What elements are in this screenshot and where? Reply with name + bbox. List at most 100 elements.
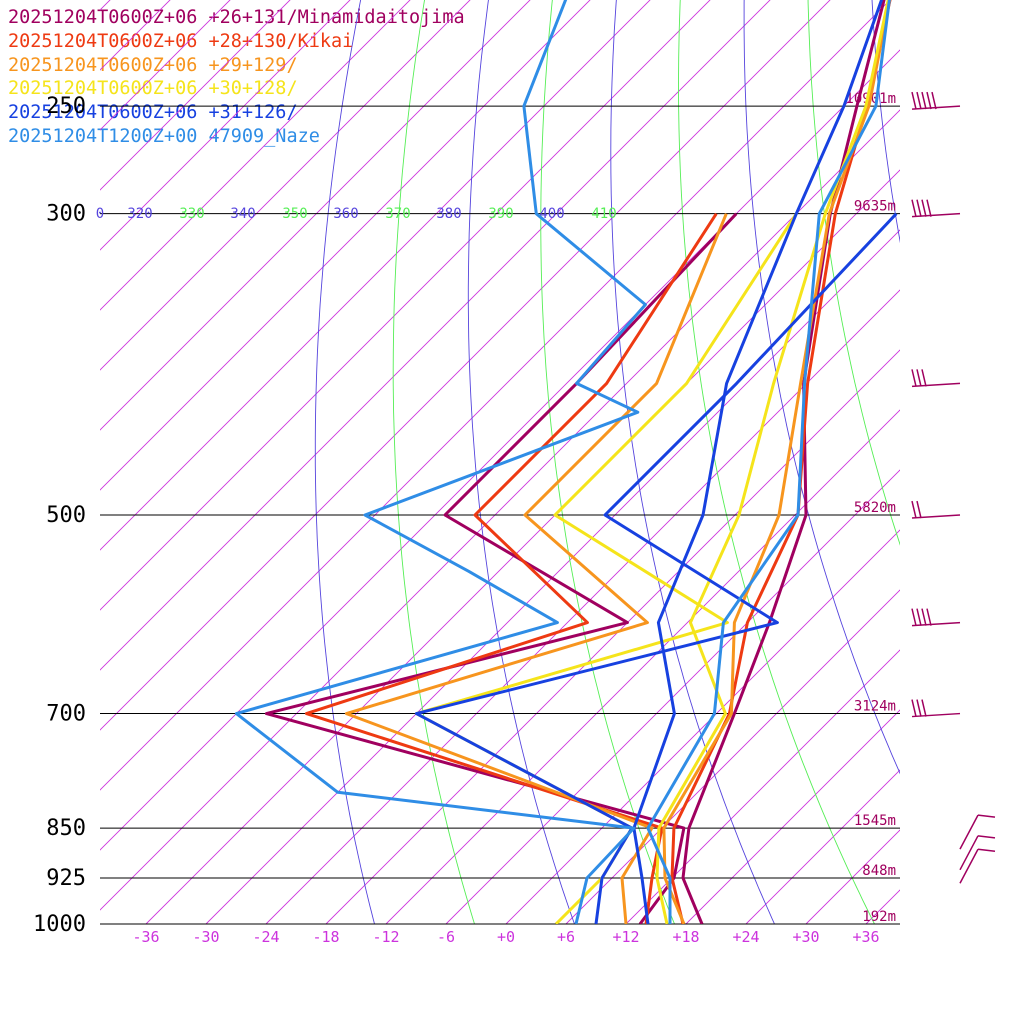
- wind-barb-feather: [921, 199, 927, 217]
- isotherm-line: [100, 0, 351, 251]
- theta-label: 330: [179, 206, 204, 222]
- isotherm-line: [100, 0, 771, 671]
- series-4-dewpoint-line: [414, 212, 898, 924]
- theta-label: 360: [333, 206, 358, 222]
- temperature-tick-label: -18: [312, 928, 339, 946]
- dry-adiabat-line: [743, 0, 900, 775]
- height-label: 9635m: [854, 199, 896, 215]
- temperature-tick-label: -36: [132, 928, 159, 946]
- isotherm-line: [100, 0, 831, 731]
- wind-barb: [911, 514, 961, 519]
- pressure-tick-label: 250: [46, 94, 86, 119]
- wind-barb-feather: [911, 91, 917, 110]
- wind-barb-feather: [926, 91, 932, 110]
- series-3-temperature-line: [655, 0, 890, 924]
- isotherm-line: [100, 109, 900, 911]
- temperature-tick-label: -30: [192, 928, 219, 946]
- pressure-tick-label: 925: [46, 866, 86, 891]
- wind-barb: [959, 848, 979, 884]
- dry-adiabat-line: [678, 0, 875, 924]
- wind-barbs: [911, 91, 996, 884]
- isotherm-line: [100, 0, 291, 191]
- isotherm-line: [100, 0, 171, 71]
- wind-barb-feather: [977, 835, 996, 839]
- wind-barb-feather: [911, 369, 917, 387]
- dry-adiabat-line: [807, 0, 900, 546]
- isotherm-line: [100, 0, 411, 311]
- temperature-tick-label: +18: [672, 928, 699, 946]
- wind-barb-feather: [916, 500, 922, 519]
- isotherm-line: [865, 889, 900, 924]
- theta-label: 340: [230, 206, 255, 222]
- wind-barb: [911, 382, 961, 388]
- series-5-temperature-line: [646, 0, 891, 924]
- isotherm-line: [100, 0, 711, 611]
- wind-barb-feather: [916, 369, 922, 387]
- isotherm-line: [445, 469, 900, 924]
- wind-barb: [911, 621, 961, 627]
- diagram-background-lines: [0, 0, 1024, 924]
- isotherm-line: [100, 0, 531, 431]
- legend-entry-5: 20251204T1200Z+00 47909_Naze: [8, 125, 320, 147]
- pressure-tick-label: 700: [46, 702, 86, 727]
- wind-barb-feather: [911, 608, 917, 626]
- wind-barb-feather: [911, 199, 917, 217]
- series-4-temperature-line: [632, 0, 884, 924]
- dry-adiabat-line: [871, 0, 900, 244]
- wind-barb-feather: [926, 199, 932, 217]
- temperature-tick-label: -6: [437, 928, 455, 946]
- isotherm-line: [145, 169, 900, 924]
- pressure-tick-label: 300: [46, 202, 86, 227]
- height-label: 5820m: [854, 500, 896, 516]
- dry-adiabat-line: [314, 0, 375, 924]
- wind-barb-feather: [977, 814, 996, 818]
- wind-barb: [911, 212, 961, 218]
- isotherm-line: [325, 349, 900, 924]
- temperature-tick-label: +12: [612, 928, 639, 946]
- dry-adiabat-line: [610, 0, 775, 924]
- wind-barb-feather: [921, 91, 927, 110]
- pressure-tick-label: 850: [46, 816, 86, 841]
- series-1-dewpoint-line: [304, 212, 718, 924]
- temperature-tick-label: -12: [372, 928, 399, 946]
- isotherm-line: [100, 0, 471, 371]
- wind-barb-feather: [911, 699, 917, 717]
- pressure-tick-label: 1000: [33, 912, 86, 937]
- legend-entry-3: 20251204T0600Z+06 +30+128/: [8, 78, 298, 100]
- series-2-temperature-line: [662, 0, 892, 924]
- theta-label: 400: [539, 206, 564, 222]
- wind-barb-feather: [921, 369, 927, 387]
- legend-entry-4: 20251204T0600Z+06 +31+126/: [8, 102, 298, 124]
- dry-adiabat-line: [467, 0, 575, 924]
- isotherm-line: [565, 589, 900, 924]
- temperature-tick-label: -24: [252, 928, 279, 946]
- theta-label: 320: [127, 206, 152, 222]
- theta-label: 350: [282, 206, 307, 222]
- isotherm-line: [100, 49, 900, 851]
- height-label: 192m: [862, 909, 896, 925]
- isotherm-line: [100, 0, 891, 791]
- sounding-profiles: [234, 0, 898, 924]
- series-5-dewpoint-line: [234, 0, 647, 924]
- isotherm-line: [0, 0, 575, 924]
- wind-barb-feather: [916, 608, 922, 626]
- isotherm-line: [805, 829, 900, 924]
- wind-barb-feather: [916, 199, 922, 217]
- dry-adiabat-line: [540, 0, 675, 924]
- pressure-tick-label: 500: [46, 503, 86, 528]
- isotherm-line: [986, 0, 1024, 924]
- height-label: 3124m: [854, 699, 896, 715]
- height-label: 848m: [862, 863, 896, 879]
- temperature-tick-label: +36: [852, 928, 879, 946]
- wind-barb-feather: [926, 608, 932, 626]
- wind-barb: [959, 835, 979, 871]
- wind-barb-feather: [931, 91, 937, 110]
- temperature-tick-label: +24: [732, 928, 759, 946]
- series-3-dewpoint-line: [414, 212, 798, 924]
- wind-barb: [911, 712, 961, 718]
- wind-barb-feather: [977, 848, 996, 852]
- chart-legend: 20251204T0600Z+06 +26+131/Minamidaitojim…: [8, 6, 465, 149]
- isotherm-line: [100, 0, 591, 491]
- isotherm-line: [385, 409, 900, 924]
